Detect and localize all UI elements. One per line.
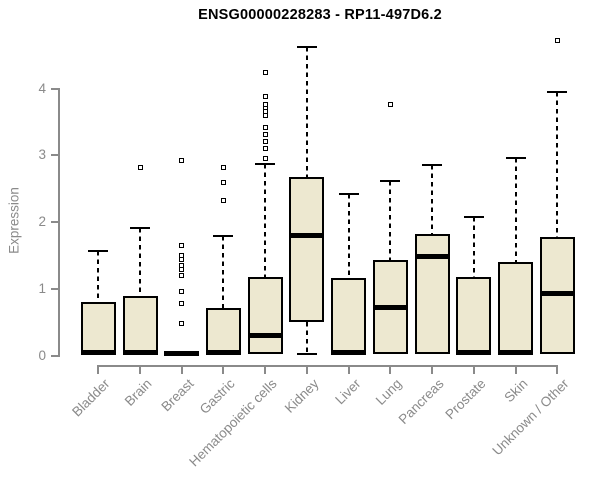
- upper-whisker-cap: [88, 250, 109, 253]
- boxplot-box: [205, 307, 241, 355]
- upper-whisker-cap: [547, 90, 568, 93]
- x-axis-tick: [389, 364, 392, 374]
- upper-whisker: [305, 47, 308, 177]
- chart-title: ENSG00000228283 - RP11-497D6.2: [198, 7, 442, 23]
- y-axis-tick: [51, 354, 58, 357]
- outlier-point: [179, 288, 185, 294]
- upper-whisker-cap: [255, 162, 276, 165]
- median-line: [539, 291, 575, 297]
- outlier-point: [262, 145, 268, 151]
- median-line: [414, 253, 450, 259]
- outlier-point: [220, 197, 226, 203]
- x-axis-tick: [139, 364, 142, 374]
- median-line: [372, 304, 408, 310]
- outlier-point: [262, 70, 268, 76]
- outlier-point: [554, 38, 560, 44]
- boxplot-box: [498, 261, 533, 355]
- x-axis-tick: [305, 364, 308, 374]
- outlier-point: [179, 273, 185, 279]
- upper-whisker-cap: [130, 226, 151, 229]
- boxplot-box: [289, 176, 325, 323]
- median-line: [247, 332, 283, 338]
- upper-whisker: [389, 180, 392, 261]
- x-axis-tick: [431, 364, 434, 374]
- median-line: [331, 349, 367, 355]
- upper-whisker: [222, 235, 225, 308]
- upper-whisker: [139, 227, 142, 296]
- outlier-point: [179, 320, 185, 326]
- boxplot-box: [80, 302, 116, 355]
- y-tick-label: 0: [38, 347, 46, 363]
- y-axis-tick: [51, 87, 58, 90]
- upper-whisker: [347, 194, 350, 278]
- outlier-point: [220, 165, 226, 171]
- y-axis-tick: [51, 221, 58, 223]
- median-line: [205, 349, 241, 355]
- upper-whisker: [431, 164, 434, 234]
- boxplot-box: [247, 277, 283, 355]
- median-line: [498, 349, 533, 355]
- y-tick-label: 3: [38, 147, 46, 163]
- x-axis-tick: [556, 364, 559, 374]
- y-tick-label: 2: [38, 214, 46, 229]
- outlier-point: [179, 158, 185, 164]
- outlier-point: [262, 132, 268, 138]
- median-line: [164, 350, 200, 356]
- outlier-point: [262, 101, 268, 107]
- y-axis: [58, 87, 60, 357]
- median-line: [289, 232, 325, 238]
- outlier-point: [179, 253, 185, 259]
- outlier-point: [220, 180, 226, 186]
- upper-whisker-cap: [338, 193, 359, 196]
- x-axis-tick: [180, 364, 183, 374]
- y-axis-tick: [51, 154, 58, 157]
- x-axis-tick: [264, 364, 267, 374]
- boxplot-box: [331, 277, 367, 355]
- upper-whisker: [264, 163, 267, 278]
- upper-whisker-cap: [505, 157, 526, 160]
- x-axis-tick: [97, 364, 100, 374]
- x-axis-tick: [222, 364, 225, 374]
- y-tick-label: 1: [38, 280, 46, 296]
- outlier-point: [179, 243, 185, 249]
- upper-whisker-cap: [463, 215, 484, 218]
- median-line: [80, 349, 116, 355]
- outlier-point: [179, 263, 185, 269]
- outlier-point: [387, 102, 393, 108]
- x-axis-tick: [472, 364, 475, 374]
- y-tick-label: 4: [38, 80, 46, 96]
- median-line: [456, 349, 492, 355]
- lower-whisker: [305, 322, 308, 354]
- x-axis-tick: [514, 364, 517, 374]
- boxplot-box: [122, 295, 158, 355]
- outlier-point: [262, 125, 268, 131]
- boxplot-box: [456, 277, 492, 355]
- lower-whisker-cap: [296, 352, 317, 355]
- y-axis-tick: [51, 287, 58, 290]
- x-axis: [97, 364, 559, 367]
- upper-whisker-cap: [380, 179, 401, 182]
- boxplot-box: [414, 233, 450, 355]
- outlier-point: [262, 139, 268, 145]
- upper-whisker: [97, 251, 100, 303]
- upper-whisker-cap: [422, 163, 443, 166]
- median-line: [122, 349, 158, 355]
- outlier-point: [262, 155, 268, 161]
- outlier-point: [179, 300, 185, 306]
- upper-whisker-cap: [213, 234, 234, 237]
- upper-whisker: [556, 91, 559, 237]
- x-tick-label: Unknown / Other: [489, 375, 572, 458]
- outlier-point: [137, 165, 143, 171]
- x-axis-tick: [347, 364, 350, 374]
- outlier-point: [262, 94, 268, 100]
- upper-whisker-cap: [296, 46, 317, 49]
- upper-whisker: [514, 158, 517, 262]
- upper-whisker: [472, 216, 475, 278]
